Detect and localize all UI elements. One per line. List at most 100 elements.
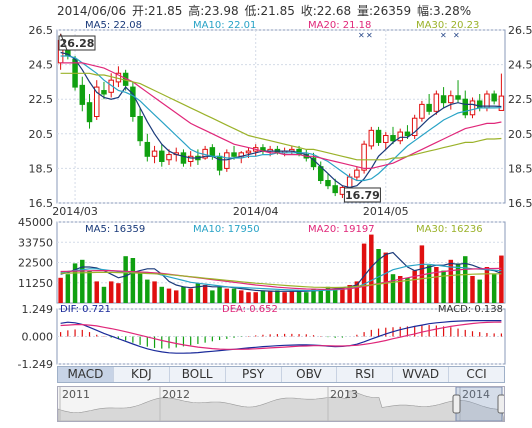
- volume-bar: [87, 270, 92, 303]
- volume-bar: [108, 281, 114, 303]
- quote-date: 2014/06/06: [57, 4, 127, 18]
- volume-bar: [166, 288, 172, 303]
- macd-dif-label: DIF: 0.721: [60, 304, 111, 315]
- volume-bar: [412, 270, 417, 303]
- tab-wvad[interactable]: WVAD: [393, 367, 450, 382]
- quote-close: 收:22.68: [300, 4, 352, 18]
- candle-body: [86, 102, 93, 123]
- volume-y-tick: 45000: [18, 216, 53, 229]
- volume-bar: [397, 276, 403, 303]
- tab-rsi[interactable]: RSI: [337, 367, 394, 382]
- volume-ma-label: MA20: 19197: [308, 224, 375, 235]
- tab-kdj[interactable]: KDJ: [114, 367, 170, 382]
- volume-bar: [58, 277, 63, 303]
- price-ma10-line: [60, 55, 502, 182]
- navigator-window[interactable]: [455, 387, 503, 421]
- navigator-year-label: 2012: [162, 388, 190, 401]
- candle-body: [469, 100, 476, 116]
- navigator-left-handle[interactable]: [452, 394, 461, 414]
- volume-bar: [282, 292, 287, 303]
- candle-body: [224, 152, 230, 169]
- volume-bar: [181, 286, 186, 303]
- candle-body: [180, 152, 187, 164]
- volume-bar: [455, 263, 461, 303]
- candle-body: [108, 79, 114, 93]
- quote-header: 2014/06/06 开:21.85 高:23.98 低:21.85 收:22.…: [57, 2, 473, 19]
- macd-dea-line: [60, 321, 502, 350]
- candle-body: [419, 103, 425, 119]
- price-y-tick-right: 16.5: [508, 197, 532, 210]
- candle-body: [390, 135, 396, 142]
- event-marker-icon: ✕: [453, 31, 460, 40]
- candle-body: [455, 95, 461, 100]
- indicator-tabs: MACD KDJ BOLL PSY OBV RSI WVAD CCI: [57, 366, 505, 383]
- volume-bar: [340, 287, 345, 303]
- volume-bar: [477, 279, 482, 303]
- volume-bar: [441, 270, 446, 303]
- volume-bar: [304, 292, 309, 303]
- volume-bar: [80, 259, 85, 303]
- candle-body: [397, 131, 403, 142]
- price-ma-label: MA5: 22.08: [85, 20, 142, 31]
- event-marker-icon: ✕: [358, 31, 365, 40]
- tab-cci[interactable]: CCI: [466, 367, 487, 381]
- navigator-year-label: 2011: [62, 388, 90, 401]
- volume-bar: [217, 286, 222, 303]
- candle-body: [411, 117, 418, 137]
- volume-bar: [448, 259, 454, 303]
- volume-bar: [152, 281, 157, 303]
- timeline-navigator[interactable]: 2011 2012 2013 2014: [57, 386, 505, 422]
- volume-bar: [463, 256, 468, 303]
- candle-body: [151, 150, 158, 157]
- volume-bar: [231, 288, 237, 303]
- candle-body: [159, 150, 165, 162]
- volume-bar: [311, 288, 316, 303]
- quote-low: 低:21.85: [244, 4, 295, 18]
- tab-boll[interactable]: BOLL: [170, 367, 226, 382]
- candle-body: [130, 86, 136, 117]
- volume-bar: [491, 274, 497, 303]
- volume-bar: [376, 249, 381, 303]
- volume-bar: [267, 291, 273, 303]
- price-x-tick: 2014/03: [52, 205, 98, 218]
- tab-macd[interactable]: MACD: [58, 367, 114, 382]
- volume-ma-label: MA30: 16236: [416, 224, 483, 235]
- high-marker-leader: [60, 33, 68, 51]
- macd-value-label: MACD: 0.138: [438, 304, 503, 315]
- volume-bar: [383, 252, 389, 303]
- high-marker-label: 26.28: [60, 37, 95, 50]
- candle-body: [187, 155, 194, 162]
- price-y-tick-left: 24.5: [29, 59, 54, 72]
- candle-body: [426, 103, 432, 112]
- tab-psy[interactable]: PSY: [226, 367, 282, 382]
- macd-y-tick: 0.000: [22, 331, 54, 344]
- candle-body: [332, 185, 338, 194]
- volume-bar: [369, 234, 374, 303]
- volume-ma-label: MA5: 16359: [85, 224, 145, 235]
- volume-bar: [275, 290, 280, 303]
- quote-high: 高:23.98: [188, 4, 239, 18]
- price-y-tick-right: 24.5: [508, 59, 532, 72]
- candle-body: [462, 98, 468, 116]
- price-y-tick-left: 18.5: [29, 162, 54, 175]
- volume-bar: [325, 286, 331, 303]
- low-marker-box: [343, 187, 381, 203]
- quote-change: 幅:3.28%: [416, 4, 472, 18]
- tab-obv[interactable]: OBV: [282, 367, 338, 382]
- candle-body: [209, 147, 216, 157]
- candle-body: [245, 150, 252, 154]
- volume-bar: [210, 290, 215, 303]
- macd-dea-label: DEA: 0.652: [222, 304, 278, 315]
- volume-bar: [332, 288, 338, 303]
- candle-body: [325, 180, 331, 187]
- volume-bar: [289, 291, 295, 303]
- price-y-tick-left: 26.5: [29, 24, 54, 37]
- volume-bar: [224, 288, 230, 303]
- navigator-right-handle[interactable]: [497, 394, 504, 414]
- candle-body: [383, 135, 389, 143]
- candle-body: [375, 129, 382, 143]
- candle-body: [361, 143, 367, 171]
- volume-y-tick: 33750: [18, 236, 53, 249]
- quote-open: 开:21.85: [132, 4, 183, 18]
